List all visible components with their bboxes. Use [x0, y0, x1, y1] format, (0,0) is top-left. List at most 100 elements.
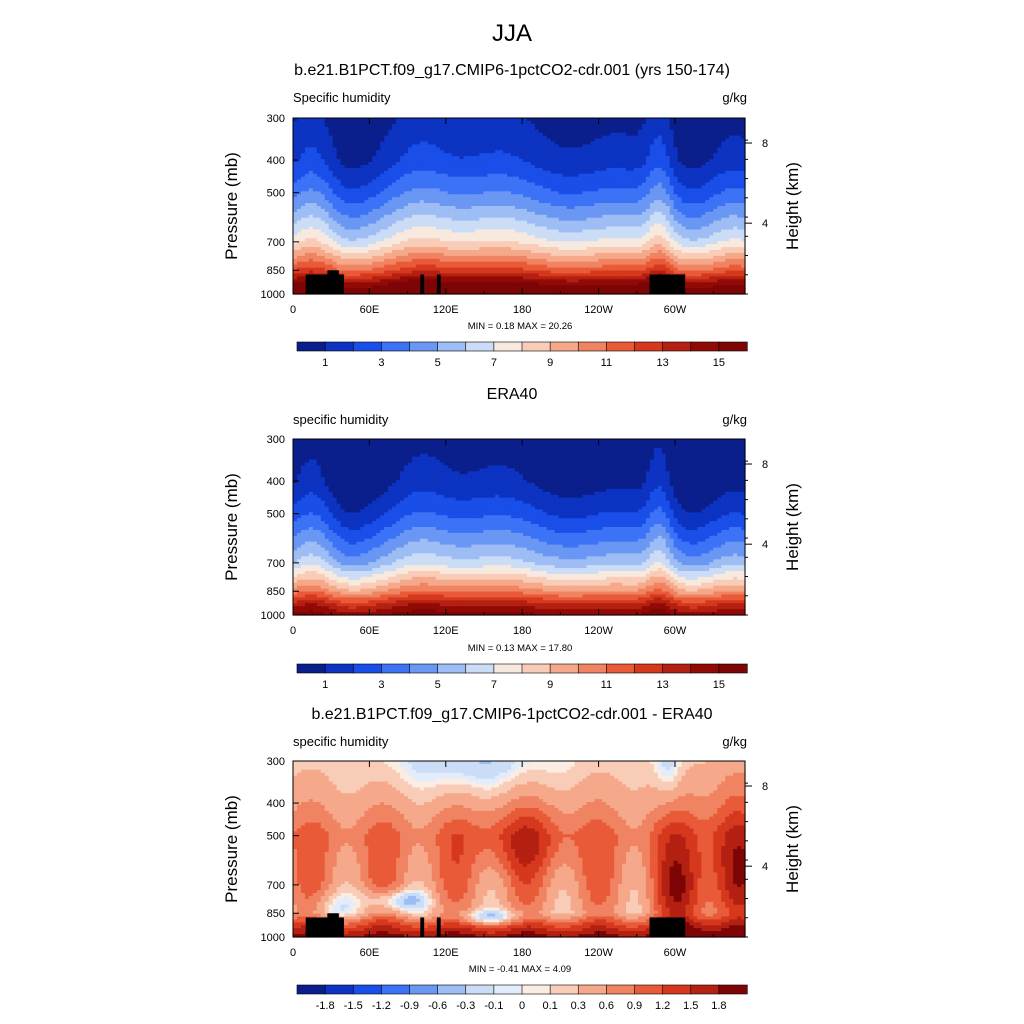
colorbar-label: 7 [491, 679, 497, 691]
colorbar: 1 3 5 7 9 11 13 15 [296, 341, 748, 369]
colorbar-box [634, 984, 664, 995]
plot-frame [292, 117, 746, 295]
colorbar-box [718, 663, 748, 674]
colorbar-box [690, 663, 720, 674]
y2-tick-label: 4 [762, 539, 768, 551]
colorbar-label: -1.2 [372, 1000, 391, 1012]
y2-tick-label: 8 [762, 138, 768, 150]
colorbar-label: 1.5 [683, 1000, 698, 1012]
colorbar-label: 1 [322, 357, 328, 369]
colorbar-box [324, 663, 354, 674]
colorbar-box [465, 663, 495, 674]
plot-frame [292, 438, 746, 616]
colorbar-label: 5 [435, 357, 441, 369]
y-tick-label: 300 [267, 434, 285, 446]
colorbar-box [296, 663, 326, 674]
colorbar-label: 9 [547, 679, 553, 691]
colorbar-label: 3 [378, 679, 384, 691]
colorbar-label: -0.3 [456, 1000, 475, 1012]
y-tick-label: 850 [267, 265, 285, 277]
panel-2-min-max: MIN = 0.13 MAX = 17.80 [0, 643, 1024, 654]
colorbar: 1 3 5 7 9 11 13 15 [296, 663, 748, 691]
colorbar-box [718, 341, 748, 352]
y-tick-label: 400 [267, 798, 285, 810]
x-tick-label: 60W [664, 947, 687, 959]
colorbar-box [409, 984, 439, 995]
colorbar-box [324, 341, 354, 352]
colorbar-label: 1 [322, 679, 328, 691]
y2-axis-title: Height (km) [783, 483, 802, 571]
colorbar-label: 7 [491, 357, 497, 369]
topography-mask [327, 913, 339, 937]
colorbar-box [577, 984, 607, 995]
x-tick-label: 180 [513, 947, 531, 959]
colorbar-box [521, 341, 551, 352]
panel-1-variable-label: Specific humidity [293, 90, 391, 105]
plot-frame [292, 760, 746, 938]
panel-1-plot: 0 60E 120E 180 120W 60W 300 400 500 700 850 1000 8 4 P… [222, 113, 802, 369]
y2-axis-title: Height (km) [783, 162, 802, 250]
y-axis-title: Pressure (mb) [222, 152, 241, 260]
panel-3-title: b.e21.B1PCT.f09_g17.CMIP6-1pctCO2-cdr.00… [0, 706, 1024, 724]
topography-mask [436, 917, 441, 937]
y2-axis-title: Height (km) [783, 805, 802, 893]
y-tick-label: 300 [267, 756, 285, 768]
colorbar-box [465, 984, 495, 995]
colorbar-label: -0.9 [400, 1000, 419, 1012]
x-tick-label: 0 [290, 947, 296, 959]
x-tick-label: 0 [290, 304, 296, 316]
colorbar-box [437, 984, 467, 995]
panel-2-title: ERA40 [0, 386, 1024, 404]
colorbar-box [296, 341, 326, 352]
colorbar-box [549, 984, 579, 995]
y-tick-label: 700 [267, 558, 285, 570]
y-tick-label: 1000 [261, 289, 285, 301]
x-tick-label: 120E [433, 947, 459, 959]
colorbar-box [437, 663, 467, 674]
panel-1-title: b.e21.B1PCT.f09_g17.CMIP6-1pctCO2-cdr.00… [0, 62, 1024, 80]
colorbar-label: 0.3 [571, 1000, 586, 1012]
colorbar-box [549, 663, 579, 674]
x-tick-label: 0 [290, 625, 296, 637]
colorbar-label: 0 [519, 1000, 525, 1012]
colorbar-label: 0.9 [627, 1000, 642, 1012]
x-tick-label: 120W [584, 625, 613, 637]
colorbar-box [437, 341, 467, 352]
colorbar-box [662, 663, 692, 674]
topography-mask [327, 270, 339, 294]
colorbar: -1.8 -1.5 -1.2 -0.9 -0.6 -0.3 -0.1 0 0.1 0.3 0.6 0.… [296, 984, 748, 1012]
colorbar-label: 15 [713, 357, 725, 369]
x-tick-label: 180 [513, 625, 531, 637]
colorbar-label: 1.8 [711, 1000, 726, 1012]
y-tick-label: 700 [267, 880, 285, 892]
colorbar-label: 11 [601, 679, 612, 691]
colorbar-label: 5 [435, 679, 441, 691]
y-tick-label: 400 [267, 476, 285, 488]
colorbar-box [606, 341, 636, 352]
x-tick-label: 120W [584, 947, 613, 959]
x-tick-label: 120E [433, 625, 459, 637]
panel-3-plot: 0 60E 120E 180 120W 60W 300 400 500 700 850 1000 8 4 P… [222, 756, 802, 1012]
colorbar-box [577, 663, 607, 674]
colorbar-box [352, 663, 382, 674]
colorbar-box [718, 984, 748, 995]
colorbar-box [690, 984, 720, 995]
y-tick-label: 500 [267, 831, 285, 843]
figure-title: JJA [0, 20, 1024, 48]
colorbar-box [690, 341, 720, 352]
y-tick-label: 500 [267, 509, 285, 521]
topography-mask [420, 274, 425, 294]
y-tick-label: 300 [267, 113, 285, 125]
colorbar-label: -1.8 [316, 1000, 335, 1012]
colorbar-box [634, 341, 664, 352]
panel-3-min-max: MIN = -0.41 MAX = 4.09 [0, 964, 1024, 975]
colorbar-label: 13 [657, 357, 669, 369]
y-axis-title: Pressure (mb) [222, 473, 241, 581]
panel-3-units-label: g/kg [722, 734, 747, 749]
colorbar-box [381, 341, 411, 352]
y2-tick-label: 8 [762, 459, 768, 471]
colorbar-box [521, 663, 551, 674]
colorbar-label: 3 [378, 357, 384, 369]
y-tick-label: 1000 [261, 610, 285, 622]
